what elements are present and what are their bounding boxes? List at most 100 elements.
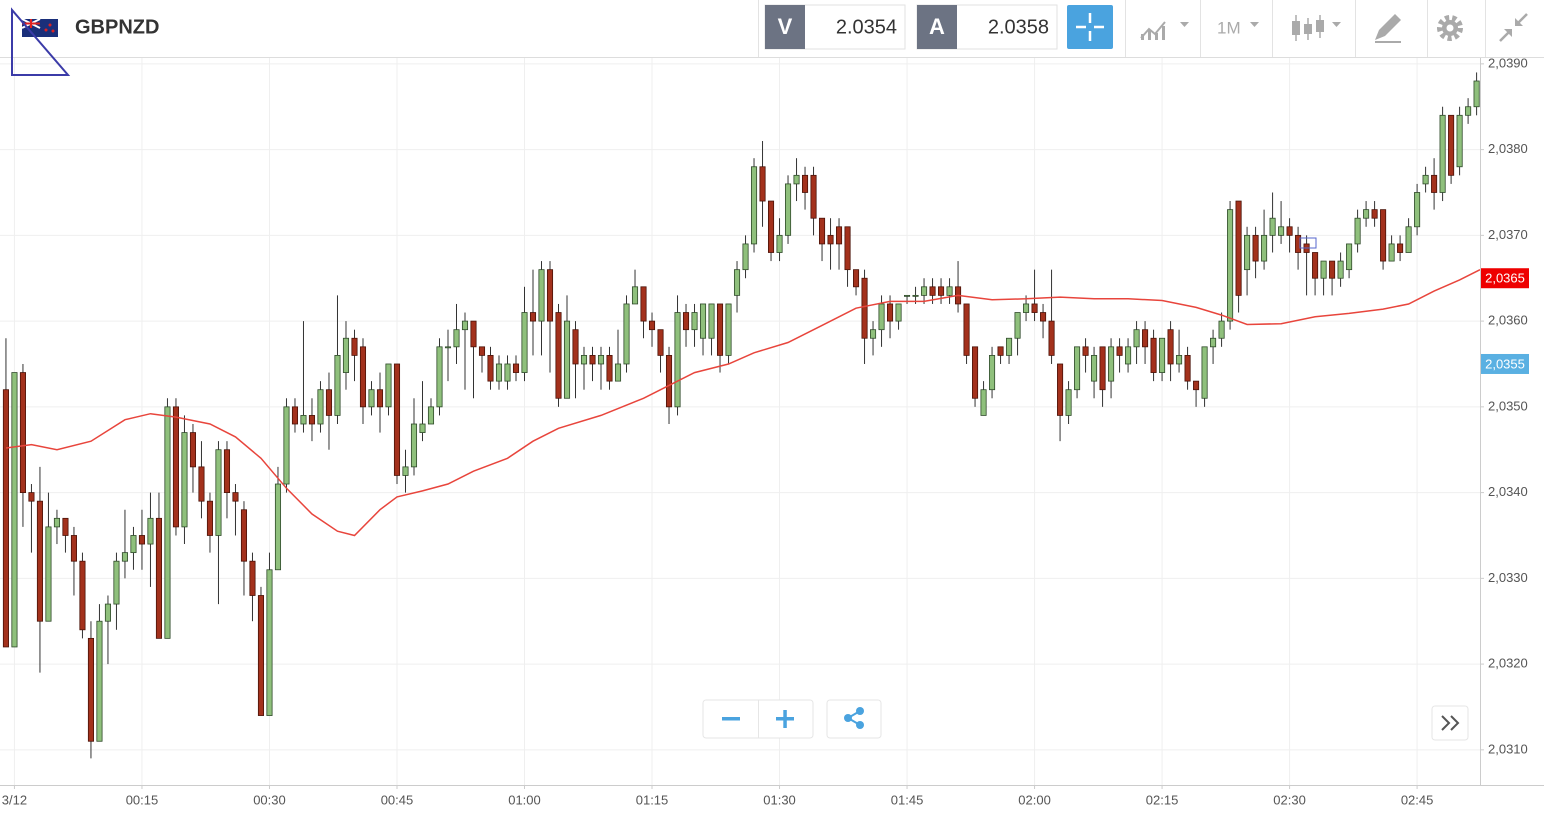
candle-body [733,269,741,296]
candle-body [113,560,120,605]
candle-body [1388,243,1395,262]
candle-body [1167,329,1174,365]
y-tick-label: 2,0320 [1488,656,1528,671]
candle-body [1414,192,1421,228]
candle-body [181,432,188,528]
candle-body [155,517,163,639]
candle-body [929,286,936,296]
candle-body [1320,260,1327,279]
candle-body [419,423,426,433]
share-button[interactable] [826,699,882,739]
candle-type-button[interactable] [1292,15,1341,41]
price-tag [1481,268,1529,289]
candle-body [504,363,511,382]
candle-body [1040,312,1047,322]
candle-body [904,294,911,297]
candle-body [1074,346,1081,391]
candle-body [555,312,562,399]
candle-body [1380,209,1387,262]
marker [1299,237,1317,249]
collapse-button[interactable] [1499,13,1528,42]
candle-body [257,595,265,716]
candle-body [1448,114,1455,176]
candle-body [767,200,775,253]
candle-body [1006,337,1013,356]
chart-type-button[interactable] [1140,21,1189,40]
price-tag-label: 2,0355 [1485,356,1525,371]
candle-body [1346,243,1353,271]
toolbar: GBPNZD V 2.0354 A 2.0358 1M [0,0,1544,58]
draw-button[interactable] [1375,14,1401,43]
candle-body [1159,337,1166,373]
price-tag-label: 2,0365 [1485,271,1525,286]
candle-body [334,355,341,416]
candle-body [53,517,60,528]
candle-body [1269,217,1276,236]
candle-body [300,415,307,425]
ask-label: A [929,14,945,39]
x-tick-label: 01:45 [891,792,924,807]
candle-body [1116,346,1123,356]
candle-body [844,226,851,271]
zoom-in-button[interactable] [776,710,794,728]
candle-body [963,303,970,356]
candle-body [640,286,647,322]
candle-body [921,286,928,296]
x-tick-label: 01:00 [508,792,541,807]
candle-body [36,500,43,622]
candle-body [606,355,613,382]
scroll-right-button[interactable] [1431,705,1469,741]
candle-body [470,320,477,348]
x-tick-label: 02:45 [1401,792,1434,807]
candle-body [563,320,571,399]
candle-body [580,355,588,365]
crosshair-button[interactable] [1067,5,1113,49]
interval: 1M [1217,18,1241,37]
candle-body [138,535,145,545]
interval-button[interactable]: 1M [1217,18,1259,37]
candle-body [997,346,1004,356]
candle-body [631,286,639,305]
candle-body [1286,226,1293,236]
candle-body [223,449,231,493]
candle-body [1422,174,1429,185]
candle-body [96,620,103,742]
candle-body [385,363,392,408]
candle-body [1227,209,1234,322]
candle-body [793,174,800,185]
candle-body [870,329,877,339]
zoom-out-button[interactable] [722,717,740,721]
y-tick-label: 2,0340 [1488,484,1528,499]
settings-button[interactable] [1437,15,1463,41]
candle-body [147,517,154,545]
candle-body [198,466,205,502]
candle-body [342,337,350,373]
candle-body [546,269,554,322]
y-tick-label: 2,0310 [1488,741,1528,756]
candle-body [691,312,698,331]
y-tick-label: 2,0330 [1488,570,1528,585]
candle-body [1133,329,1140,348]
candle-body [1014,312,1021,339]
y-tick-label: 2,0350 [1488,398,1528,413]
candle-body [1473,80,1480,108]
overlay: 2,0365 2,0355 [5,268,1529,537]
candle-body [45,526,52,622]
candle-body [317,389,324,425]
candle-body [1261,234,1268,262]
price-tag [1481,353,1529,374]
candle-body [708,303,715,339]
x-tick-label: 00:45 [381,792,414,807]
x-tick-label: 02:00 [1018,792,1051,807]
candle-body [614,363,622,382]
candle-body [623,303,630,365]
candle-body [359,346,367,408]
candle-body [887,303,894,322]
candle-body [776,234,783,253]
candle-body [1397,243,1404,253]
candle-body [206,500,214,536]
candle-body [1218,320,1225,339]
candle-body [1099,346,1106,391]
candle-body [1201,346,1208,399]
